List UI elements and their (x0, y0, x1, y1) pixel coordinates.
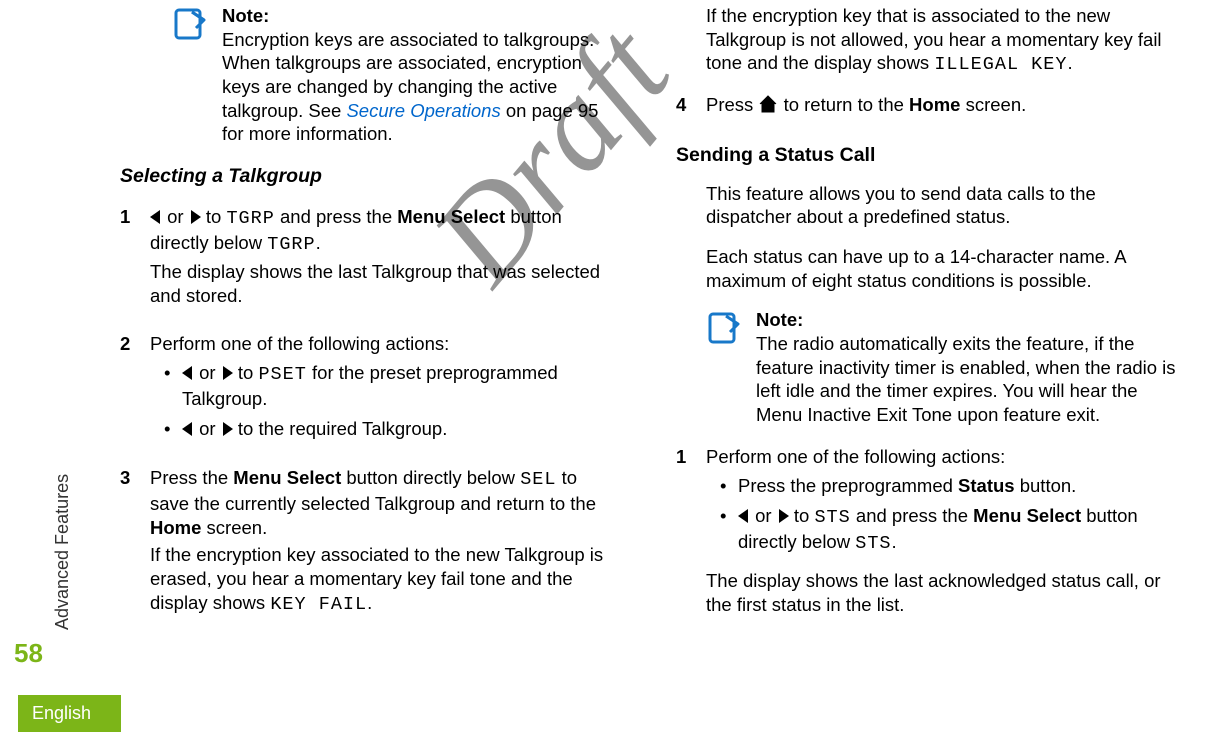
sts-code: STS (855, 533, 891, 554)
pset-code: PSET (258, 364, 306, 385)
note-title: Note: (756, 309, 803, 330)
r-step-1-bullets: Press the preprogrammed Status button. o… (706, 474, 1176, 555)
t: . (316, 232, 321, 253)
t: to (233, 362, 259, 383)
sel-code: SEL (520, 469, 556, 490)
home-icon (758, 95, 778, 119)
p-feature-allows: This feature allows you to send data cal… (706, 182, 1176, 229)
t: screen. (201, 517, 267, 538)
step-num-1: 1 (120, 205, 136, 312)
step-1: 1 or to TGRP and press the Menu Select b… (120, 205, 620, 312)
tgrp-code: TGRP (226, 208, 274, 229)
status-label: Status (958, 475, 1015, 496)
t: to return to the (778, 94, 909, 115)
r-step-1-after: The display shows the last acknowledged … (706, 569, 1176, 616)
t: or (194, 418, 221, 439)
keyfail-code: KEY FAIL (270, 594, 367, 615)
home-label: Home (909, 94, 960, 115)
left-arrow-icon (738, 509, 748, 523)
note-text: Note: Encryption keys are associated to … (222, 4, 620, 146)
r-step-1: 1 Perform one of the following actions: … (676, 445, 1176, 621)
language-badge: English (18, 695, 121, 732)
t: button. (1015, 475, 1077, 496)
content-columns: Note: Encryption keys are associated to … (120, 4, 1186, 668)
t: to (201, 206, 227, 227)
secure-operations-link[interactable]: Secure Operations (346, 100, 500, 121)
page-number: 58 (14, 638, 43, 669)
note-title: Note: (222, 5, 269, 26)
step-num-1: 1 (676, 445, 692, 621)
right-arrow-icon (223, 422, 233, 436)
step-1-body: or to TGRP and press the Menu Select but… (150, 205, 620, 312)
step-3: 3 Press the Menu Select button directly … (120, 466, 620, 620)
step-4: 4 Press to return to the Home screen. (676, 93, 1176, 123)
tgrp-code: TGRP (267, 234, 315, 255)
left-arrow-icon (150, 210, 160, 224)
heading-status-call: Sending a Status Call (676, 143, 1176, 168)
t: If the encryption key associated to the … (150, 544, 603, 612)
t: Press the (150, 467, 233, 488)
illegal-key-code: ILLEGAL KEY (934, 54, 1067, 75)
left-column: Note: Encryption keys are associated to … (120, 4, 620, 668)
note-block: Note: The radio automatically exits the … (706, 308, 1176, 426)
menu-select-label: Menu Select (233, 467, 341, 488)
step-3-cont: If the encryption key that is associated… (706, 4, 1176, 77)
t: or (194, 362, 221, 383)
r-step-1-intro: Perform one of the following actions: (706, 445, 1176, 469)
t: and press the (275, 206, 397, 227)
note-icon (706, 310, 742, 426)
step-4-body: Press to return to the Home screen. (706, 93, 1176, 123)
menu-select-label: Menu Select (973, 505, 1081, 526)
step-1-line2: The display shows the last Talkgroup tha… (150, 260, 620, 307)
right-arrow-icon (223, 366, 233, 380)
p-each-status: Each status can have up to a 14-characte… (706, 245, 1176, 292)
t: screen. (960, 94, 1026, 115)
t: to the required Talkgroup. (233, 418, 448, 439)
t: or (750, 505, 777, 526)
t: button directly below (341, 467, 520, 488)
t: or (162, 206, 189, 227)
t: and press the (851, 505, 973, 526)
list-item: or to PSET for the preset preprogrammed … (168, 361, 620, 410)
r-step-1-body: Perform one of the following actions: Pr… (706, 445, 1176, 621)
sts-code: STS (814, 507, 850, 528)
menu-select-label: Menu Select (397, 206, 505, 227)
step-num-2: 2 (120, 332, 136, 447)
right-arrow-icon (779, 509, 789, 523)
t: . (1067, 52, 1072, 73)
right-arrow-icon (191, 210, 201, 224)
t: . (367, 592, 372, 613)
right-column: If the encryption key that is associated… (676, 4, 1176, 668)
t: Press the preprogrammed (738, 475, 958, 496)
step-num-4: 4 (676, 93, 692, 123)
sidebar: Advanced Features (18, 380, 58, 728)
list-item: Press the preprogrammed Status button. (724, 474, 1176, 498)
left-arrow-icon (182, 422, 192, 436)
note-text: Note: The radio automatically exits the … (756, 308, 1176, 426)
step-num-3: 3 (120, 466, 136, 620)
t: Press (706, 94, 758, 115)
step-2-bullets: or to PSET for the preset preprogrammed … (150, 361, 620, 440)
step-2: 2 Perform one of the following actions: … (120, 332, 620, 447)
home-label: Home (150, 517, 201, 538)
note-body: The radio automatically exits the featur… (756, 333, 1176, 425)
page: Draft Advanced Features 58 English Note:… (0, 0, 1206, 748)
note-block: Note: Encryption keys are associated to … (172, 4, 620, 146)
list-item: or to STS and press the Menu Select butt… (724, 504, 1176, 555)
t: to (789, 505, 815, 526)
note-icon (172, 6, 208, 146)
step-2-body: Perform one of the following actions: or… (150, 332, 620, 447)
t: . (892, 531, 897, 552)
list-item: or to the required Talkgroup. (168, 417, 620, 441)
step-3-body: Press the Menu Select button directly be… (150, 466, 620, 620)
left-arrow-icon (182, 366, 192, 380)
subheading-selecting: Selecting a Talkgroup (120, 164, 620, 189)
section-label: Advanced Features (52, 474, 73, 630)
step-2-intro: Perform one of the following actions: (150, 332, 620, 356)
